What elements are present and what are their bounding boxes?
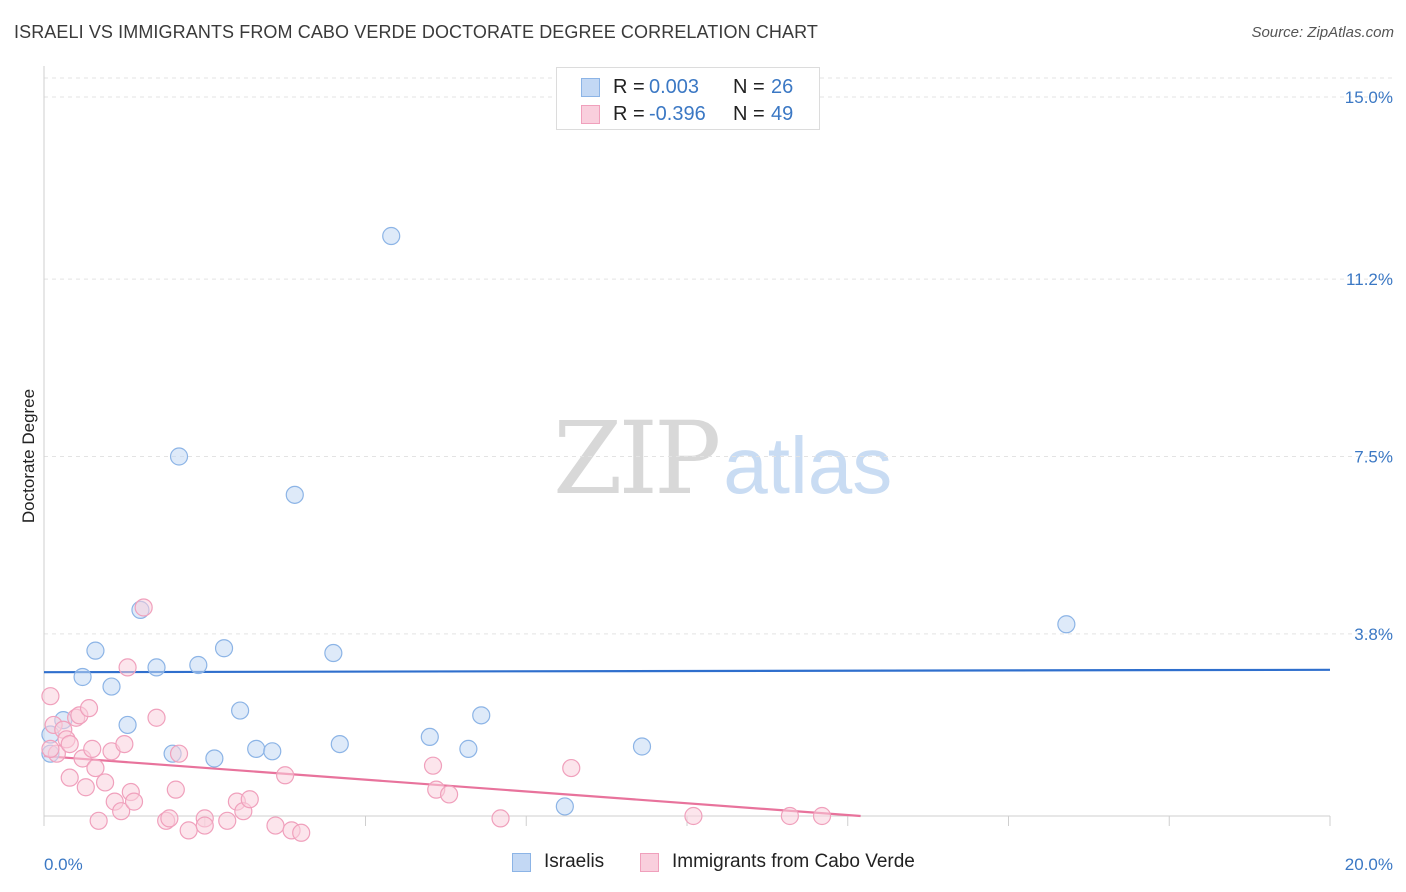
point-cabo-verde	[684, 806, 703, 826]
point-cabo-verde	[179, 821, 198, 840]
point-israelis	[285, 485, 304, 504]
legend-swatch-israelis	[581, 78, 600, 97]
y-tick-label: 11.2%	[1346, 270, 1393, 289]
n-label: N =	[733, 76, 765, 98]
source-label: Source: ZipAtlas.com	[1251, 24, 1394, 41]
grid-lines	[44, 77, 1392, 635]
point-cabo-verde	[79, 699, 99, 718]
point-israelis	[231, 701, 250, 720]
point-israelis	[420, 727, 439, 747]
point-israelis	[102, 677, 121, 696]
legend-swatch-cabo-verde	[640, 853, 659, 872]
point-israelis	[324, 643, 343, 663]
watermark-zip: ZIP	[553, 400, 721, 517]
legend-swatch-israelis	[512, 853, 531, 872]
point-cabo-verde	[439, 785, 459, 804]
point-cabo-verde	[276, 766, 295, 785]
y-axis-label: Doctorate Degree	[19, 389, 38, 523]
r-value: 0.003	[649, 76, 700, 98]
point-israelis	[86, 641, 105, 660]
watermark: ZIPatlas	[553, 400, 892, 517]
r-label: R =	[613, 76, 645, 98]
legend-label-israelis: Israelis	[544, 851, 605, 872]
point-israelis	[382, 226, 401, 246]
x-tick-labels: 0.0% 20.0%	[44, 855, 1393, 874]
point-cabo-verde	[195, 816, 214, 835]
point-israelis	[247, 739, 266, 758]
y-tick-labels: 15.0% 11.2% 7.5% 3.8%	[1345, 88, 1393, 644]
point-cabo-verde	[562, 758, 581, 778]
point-israelis	[205, 749, 224, 768]
y-tick-label: 7.5%	[1354, 448, 1393, 467]
point-cabo-verde	[124, 792, 144, 811]
point-cabo-verde	[86, 758, 105, 778]
point-cabo-verde	[95, 773, 115, 792]
legend-label-cabo-verde: Immigrants from Cabo Verde	[672, 851, 915, 872]
point-cabo-verde	[218, 811, 237, 830]
n-label: N =	[733, 103, 765, 125]
point-cabo-verde	[266, 816, 285, 835]
point-israelis	[189, 655, 208, 675]
correlation-legend: R = 0.003 N = 26 R = -0.396 N = 49	[556, 67, 820, 130]
n-value: 26	[771, 76, 794, 98]
r-label: R =	[613, 103, 645, 125]
point-israelis	[214, 639, 234, 658]
point-cabo-verde	[89, 811, 108, 830]
series-cabo-verde	[41, 598, 832, 842]
y-tick-label: 3.8%	[1354, 625, 1393, 644]
point-israelis	[632, 737, 652, 756]
point-cabo-verde	[423, 756, 443, 775]
data-points	[41, 226, 1076, 842]
point-cabo-verde	[60, 734, 79, 754]
r-value: -0.396	[649, 103, 706, 125]
point-cabo-verde	[118, 658, 137, 677]
point-cabo-verde	[240, 790, 259, 809]
point-israelis	[263, 742, 282, 761]
point-cabo-verde	[780, 806, 799, 826]
point-cabo-verde	[160, 809, 179, 828]
point-cabo-verde	[134, 598, 153, 617]
n-value: 49	[771, 103, 794, 125]
x-tick-label: 20.0%	[1345, 855, 1393, 874]
point-cabo-verde	[169, 744, 189, 763]
watermark-atlas: atlas	[723, 421, 893, 510]
point-cabo-verde	[41, 739, 60, 758]
chart-title: ISRAELI VS IMMIGRANTS FROM CABO VERDE DO…	[14, 22, 818, 42]
point-cabo-verde	[292, 823, 311, 842]
point-cabo-verde	[60, 768, 79, 787]
point-cabo-verde	[76, 778, 95, 797]
point-cabo-verde	[115, 734, 134, 754]
point-israelis	[147, 658, 166, 677]
point-israelis	[1057, 615, 1076, 634]
point-israelis	[330, 734, 349, 754]
point-cabo-verde	[812, 806, 832, 826]
point-israelis	[472, 706, 491, 725]
series-israelis	[41, 226, 1076, 816]
point-israelis	[118, 715, 137, 735]
point-israelis	[73, 667, 92, 687]
x-tick-label: 0.0%	[44, 855, 83, 874]
legend-swatch-cabo-verde	[581, 105, 600, 124]
point-israelis	[555, 797, 574, 816]
point-cabo-verde	[491, 809, 510, 828]
point-israelis	[169, 447, 189, 466]
point-cabo-verde	[112, 802, 131, 821]
point-cabo-verde	[166, 780, 185, 799]
point-israelis	[459, 739, 478, 758]
trend-line-israelis	[43, 668, 1331, 674]
point-cabo-verde	[147, 708, 166, 727]
point-cabo-verde	[83, 739, 102, 758]
point-cabo-verde	[41, 687, 60, 706]
y-tick-label: 15.0%	[1345, 88, 1393, 107]
